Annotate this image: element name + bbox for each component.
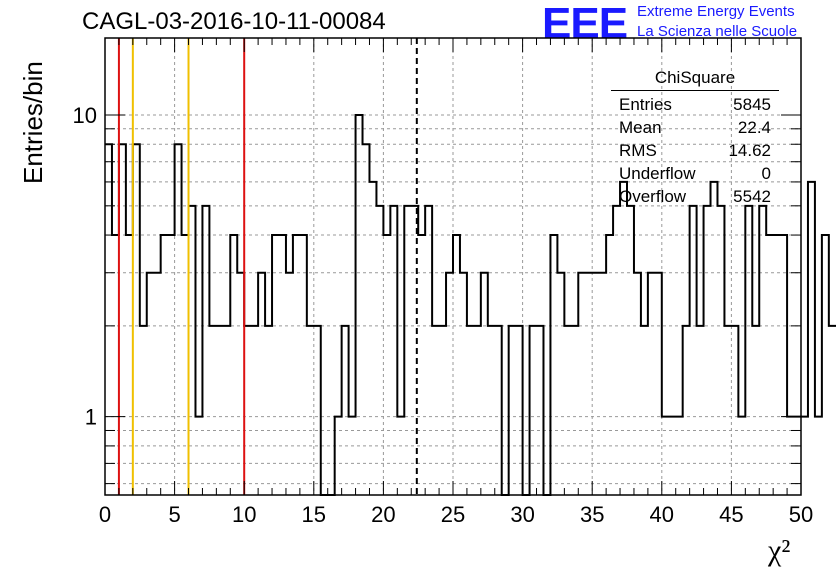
x-tick-label: 5	[168, 502, 180, 527]
stats-label: Overflow	[619, 187, 687, 206]
stats-row-underflow: Underflow 0	[611, 162, 779, 185]
x-tick-label: 45	[719, 502, 743, 527]
stats-label: RMS	[619, 141, 657, 160]
stats-value: 22.4	[737, 118, 771, 137]
y-tick-label: 1	[85, 405, 97, 430]
stats-value: 14.62	[728, 141, 771, 160]
stats-label: Entries	[619, 95, 672, 114]
stats-row-mean: Mean 22.4	[611, 116, 779, 139]
stats-box: ChiSquare Entries 5845 Mean 22.4 RMS 14.…	[611, 68, 779, 208]
stats-title: ChiSquare	[611, 68, 779, 91]
stats-label: Mean	[619, 118, 662, 137]
x-tick-label: 50	[789, 502, 813, 527]
y-tick-label: 10	[73, 103, 97, 128]
stats-row-rms: RMS 14.62	[611, 139, 779, 162]
stats-value: 0	[761, 164, 771, 183]
x-tick-label: 40	[650, 502, 674, 527]
chart-title: CAGL-03-2016-10-11-00084	[82, 8, 386, 35]
x-tick-label: 30	[510, 502, 534, 527]
logo-line-2: La Scienza nelle Scuole	[637, 23, 798, 40]
x-tick-label: 20	[371, 502, 395, 527]
x-tick-label: 35	[580, 502, 604, 527]
x-tick-label: 15	[302, 502, 326, 527]
x-tick-label: 25	[441, 502, 465, 527]
stats-row-overflow: Overflow 5542	[611, 185, 779, 208]
stats-label: Underflow	[619, 164, 696, 183]
x-tick-label: 10	[232, 502, 256, 527]
x-tick-label: 0	[99, 502, 111, 527]
logo-line-1: Extreme Energy Events	[637, 3, 795, 20]
stats-row-entries: Entries 5845	[611, 93, 779, 116]
stats-value: 5845	[733, 95, 771, 114]
x-axis-label: χ²	[768, 534, 791, 567]
stats-value: 5542	[733, 187, 771, 206]
histogram-series	[105, 114, 836, 496]
logo-caption: Extreme Energy Events La Scienza nelle S…	[637, 2, 797, 42]
